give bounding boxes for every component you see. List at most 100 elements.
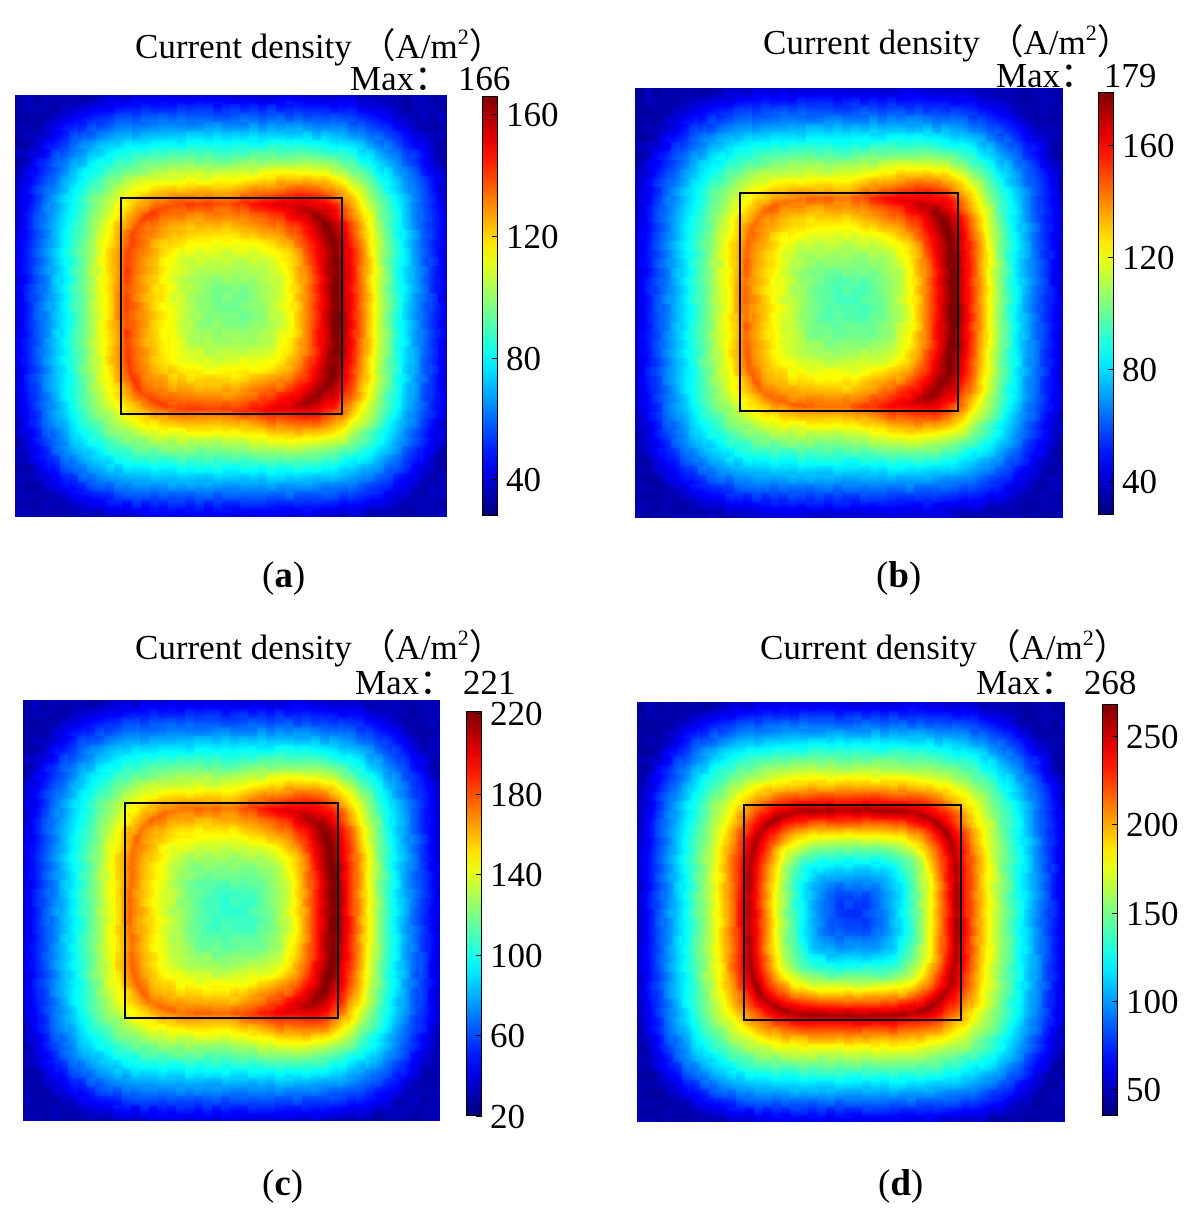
- colorbar-tick-label: 80: [506, 339, 541, 378]
- colorbar-tick-mark: [492, 114, 498, 115]
- colorbar-tick-label: 120: [1122, 238, 1175, 277]
- max-value-label: Max： 166: [350, 61, 510, 96]
- max-value-label: Max： 221: [355, 665, 515, 700]
- heatmap: [23, 700, 440, 1121]
- chart-title: Current density （A/m2）: [135, 24, 504, 66]
- colorbar-tick-label: 100: [490, 936, 543, 975]
- colorbar-tick-label: 20: [490, 1097, 525, 1136]
- title-unit: （A/m: [988, 23, 1086, 62]
- heatmap: [15, 95, 447, 517]
- title-text: Current density: [760, 628, 986, 667]
- colorbar-tick-label: 150: [1126, 894, 1179, 933]
- conductor-outline: [124, 802, 339, 1019]
- heatmap-canvas: [637, 702, 1065, 1122]
- colorbar-tick-mark: [476, 1116, 482, 1117]
- max-prefix: Max：: [976, 663, 1084, 702]
- colorbar-tick-label: 80: [1122, 350, 1157, 389]
- caption-close: ): [908, 555, 922, 596]
- title-unit-exponent: 2: [1085, 20, 1097, 45]
- heatmap-canvas: [635, 88, 1063, 518]
- caption-open: (: [876, 555, 889, 596]
- colorbar-tick-mark: [1112, 913, 1118, 914]
- heatmap: [635, 88, 1063, 518]
- caption-open: (: [878, 1163, 891, 1204]
- title-text: Current density: [763, 23, 989, 62]
- title-unit-exponent: 2: [1082, 625, 1094, 650]
- caption-open: (: [262, 555, 275, 596]
- colorbar-tick-mark: [492, 479, 498, 480]
- colorbar-tick-mark: [492, 236, 498, 237]
- colorbar-tick-mark: [476, 1035, 482, 1036]
- colorbar-tick-mark: [1108, 145, 1114, 146]
- title-text: Current density: [135, 628, 361, 667]
- chart-title: Current density （A/m2）: [135, 625, 504, 667]
- caption-close: ): [292, 555, 306, 596]
- colorbar: [466, 711, 482, 1116]
- colorbar-tick-mark: [476, 713, 482, 714]
- colorbar-tick-mark: [476, 794, 482, 795]
- colorbar-tick-label: 140: [490, 855, 543, 894]
- colorbar-tick-label: 250: [1126, 717, 1179, 756]
- panel-caption: (c): [262, 1165, 303, 1202]
- max-value: 166: [457, 59, 511, 98]
- colorbar-tick-mark: [1108, 369, 1114, 370]
- heatmap: [637, 702, 1065, 1122]
- max-value: 221: [462, 663, 516, 702]
- colorbar-tick-label: 50: [1126, 1070, 1161, 1109]
- title-unit-close: ）: [468, 628, 504, 667]
- colorbar-tick-label: 220: [490, 694, 543, 733]
- title-text: Current density: [135, 27, 361, 66]
- colorbar-tick-label: 40: [1122, 462, 1157, 501]
- title-unit-close: ）: [468, 27, 504, 66]
- caption-close: ): [290, 1163, 304, 1204]
- chart-title: Current density （A/m2）: [763, 20, 1132, 62]
- caption-close: ): [910, 1163, 924, 1204]
- colorbar: [1098, 92, 1114, 515]
- title-unit: （A/m: [360, 628, 458, 667]
- colorbar: [482, 96, 498, 516]
- colorbar-tick-label: 60: [490, 1016, 525, 1055]
- panel-caption: (d): [878, 1165, 923, 1202]
- colorbar-tick-mark: [1112, 1001, 1118, 1002]
- conductor-outline: [739, 192, 959, 412]
- caption-letter: b: [888, 555, 909, 596]
- panel-caption: (a): [262, 557, 305, 594]
- title-unit: （A/m: [985, 628, 1083, 667]
- max-prefix: Max：: [996, 56, 1104, 95]
- max-value-label: Max： 268: [976, 665, 1136, 700]
- title-unit-exponent: 2: [457, 625, 469, 650]
- colorbar-tick-mark: [1112, 824, 1118, 825]
- caption-letter: a: [274, 555, 293, 596]
- caption-open: (: [262, 1163, 275, 1204]
- max-value-label: Max： 179: [996, 58, 1156, 93]
- colorbar-tick-label: 200: [1126, 805, 1179, 844]
- max-prefix: Max：: [350, 59, 458, 98]
- colorbar-tick-label: 160: [1122, 126, 1175, 165]
- colorbar: [1102, 704, 1118, 1116]
- conductor-outline: [120, 197, 343, 415]
- title-unit-close: ）: [1096, 23, 1132, 62]
- colorbar-tick-mark: [1108, 257, 1114, 258]
- colorbar-tick-label: 180: [490, 775, 543, 814]
- colorbar-tick-label: 40: [506, 460, 541, 499]
- chart-title: Current density （A/m2）: [760, 625, 1129, 667]
- title-unit-exponent: 2: [457, 24, 469, 49]
- heatmap-canvas: [23, 700, 440, 1121]
- max-value: 268: [1083, 663, 1137, 702]
- heatmap-canvas: [15, 95, 447, 517]
- max-prefix: Max：: [355, 663, 463, 702]
- colorbar-tick-mark: [476, 874, 482, 875]
- max-value: 179: [1103, 56, 1157, 95]
- title-unit-close: ）: [1093, 628, 1129, 667]
- colorbar-tick-label: 100: [1126, 982, 1179, 1021]
- caption-letter: c: [274, 1163, 291, 1204]
- colorbar-tick-mark: [1112, 736, 1118, 737]
- panel-caption: (b): [876, 557, 921, 594]
- colorbar-tick-mark: [1112, 1089, 1118, 1090]
- colorbar-tick-label: 120: [506, 217, 559, 256]
- caption-letter: d: [890, 1163, 911, 1204]
- colorbar-tick-mark: [492, 358, 498, 359]
- colorbar-tick-mark: [1108, 481, 1114, 482]
- conductor-outline: [743, 804, 962, 1021]
- title-unit: （A/m: [360, 27, 458, 66]
